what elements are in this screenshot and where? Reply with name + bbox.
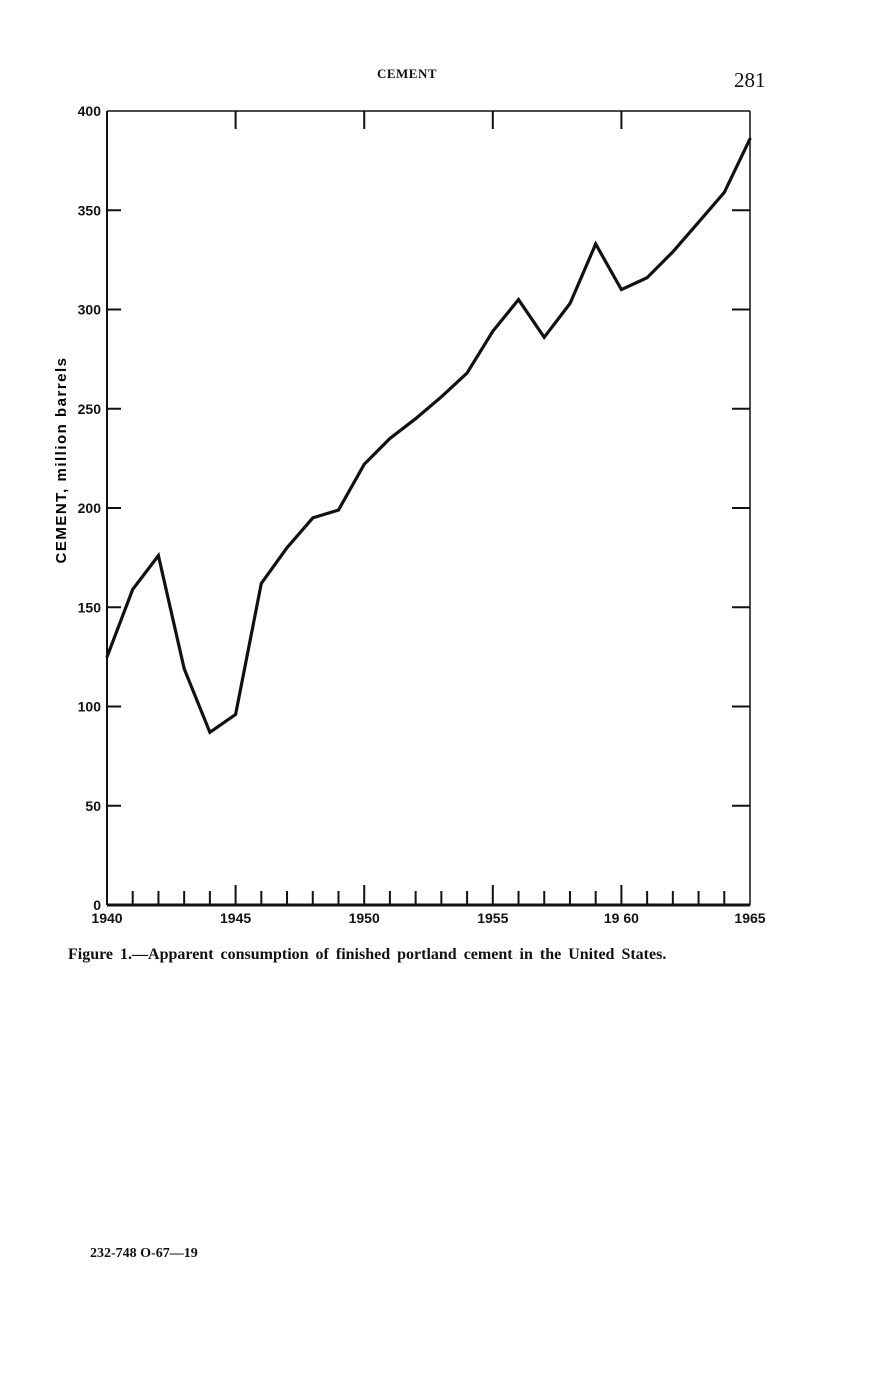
x-tick-label: 1965: [734, 910, 765, 926]
data-point: [439, 395, 443, 399]
page-number: 281: [734, 68, 766, 92]
data-point: [259, 582, 263, 585]
x-tick-label: 1955: [477, 910, 508, 926]
chart-tick-labels: 0 50 100 150 200 250 300 350 400 1940 1945 1950 1955…: [78, 103, 766, 926]
footer-code: 232-748 O-67—19: [90, 1246, 198, 1261]
y-tick-label: 50: [85, 798, 101, 814]
x-tick-label: 1940: [91, 910, 122, 926]
y-tick-label: 150: [78, 599, 102, 615]
chart-series: [105, 137, 752, 735]
data-point: [234, 713, 238, 716]
x-tick-label: 19 60: [604, 910, 639, 926]
x-tick-label: 1945: [220, 910, 251, 926]
y-tick-label: 350: [78, 202, 102, 218]
y-tick-label: 0: [93, 897, 101, 913]
data-point: [697, 220, 700, 224]
data-point: [182, 667, 186, 671]
y-tick-label: 250: [78, 401, 102, 417]
data-point: [568, 302, 572, 305]
consumption-series-line: [105, 138, 752, 735]
y-tick-label: 300: [78, 302, 102, 318]
y-tick-label: 100: [78, 699, 102, 715]
data-point: [414, 417, 418, 421]
data-point: [131, 587, 135, 591]
data-point: [491, 329, 495, 333]
data-point: [105, 655, 109, 659]
data-point: [620, 288, 623, 292]
data-point: [388, 437, 392, 440]
data-point: [465, 371, 469, 375]
data-point: [671, 250, 675, 254]
figure-caption: Figure 1.—Apparent consumption of finish…: [68, 946, 667, 963]
data-point: [157, 554, 160, 558]
y-axis-title: CEMENT, million barrels: [53, 356, 70, 563]
data-point: [208, 730, 212, 734]
data-point: [594, 242, 598, 246]
data-point: [748, 137, 752, 141]
data-point: [645, 276, 649, 280]
data-point: [337, 508, 340, 512]
y-tick-label: 400: [78, 103, 102, 119]
data-point: [722, 190, 726, 194]
y-tick-label: 200: [78, 500, 102, 516]
chart-axes: [106, 110, 751, 907]
data-point: [362, 462, 366, 466]
running-head: CEMENT: [376, 66, 438, 81]
data-point: [285, 546, 289, 550]
x-tick-label: 1950: [349, 910, 380, 926]
chart-ticks: [107, 111, 750, 905]
data-point: [311, 516, 315, 520]
data-point: [542, 335, 546, 339]
data-point: [517, 298, 520, 301]
